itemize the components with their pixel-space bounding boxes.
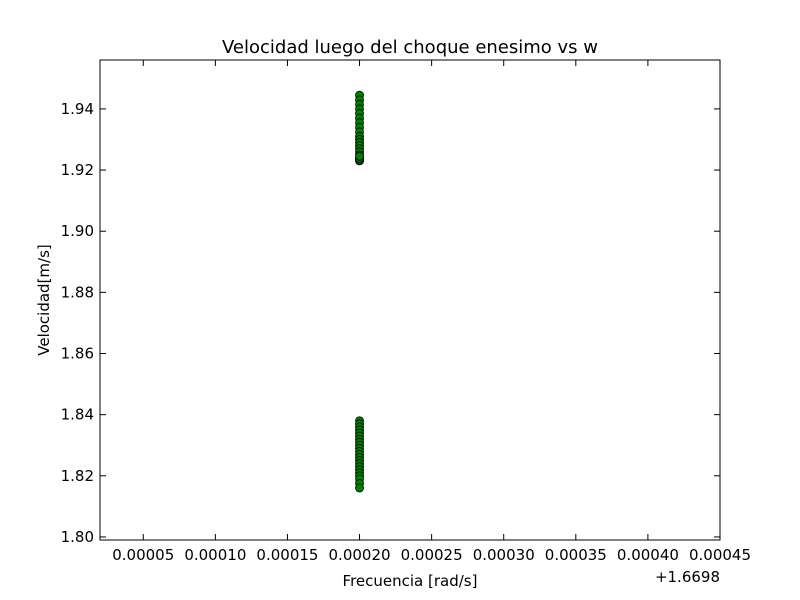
y-axis: 1.80 1.82 1.84 1.86 1.88 1.90 1.92 1.94 bbox=[61, 100, 720, 546]
y-tick-label: 1.82 bbox=[61, 467, 94, 485]
chart-title: Velocidad luego del choque enesimo vs w bbox=[222, 37, 598, 58]
x-axis: 0.00005 0.00010 0.00015 0.00020 0.00025 0.000… bbox=[112, 60, 751, 564]
y-tick-label: 1.88 bbox=[61, 283, 94, 301]
data-point bbox=[355, 483, 364, 493]
plot-frame bbox=[99, 59, 721, 541]
y-tick-label: 1.86 bbox=[61, 345, 94, 363]
x-tick-label: 0.00015 bbox=[256, 546, 318, 564]
data-point bbox=[355, 151, 364, 161]
x-tick-label: 0.00010 bbox=[184, 546, 246, 564]
x-tick-label: 0.00045 bbox=[689, 546, 751, 564]
x-axis-offset-label: +1.6698 bbox=[655, 568, 720, 586]
x-tick-label: 0.00040 bbox=[617, 546, 679, 564]
y-tick-label: 1.80 bbox=[61, 528, 94, 546]
x-tick-label: 0.00025 bbox=[401, 546, 463, 564]
y-tick-label: 1.90 bbox=[61, 222, 94, 240]
x-tick-label: 0.00035 bbox=[545, 546, 607, 564]
y-axis-title: Velocidad[m/s] bbox=[35, 244, 53, 356]
y-tick-label: 1.92 bbox=[61, 161, 94, 179]
x-tick-label: 0.00020 bbox=[329, 546, 391, 564]
x-axis-title: Frecuencia [rad/s] bbox=[343, 572, 478, 590]
x-tick-label: 0.00005 bbox=[112, 546, 174, 564]
plot-area bbox=[99, 59, 721, 541]
y-tick-label: 1.84 bbox=[61, 406, 94, 424]
x-tick-label: 0.00030 bbox=[473, 546, 535, 564]
data-points bbox=[355, 90, 364, 493]
y-tick-label: 1.94 bbox=[61, 100, 94, 118]
